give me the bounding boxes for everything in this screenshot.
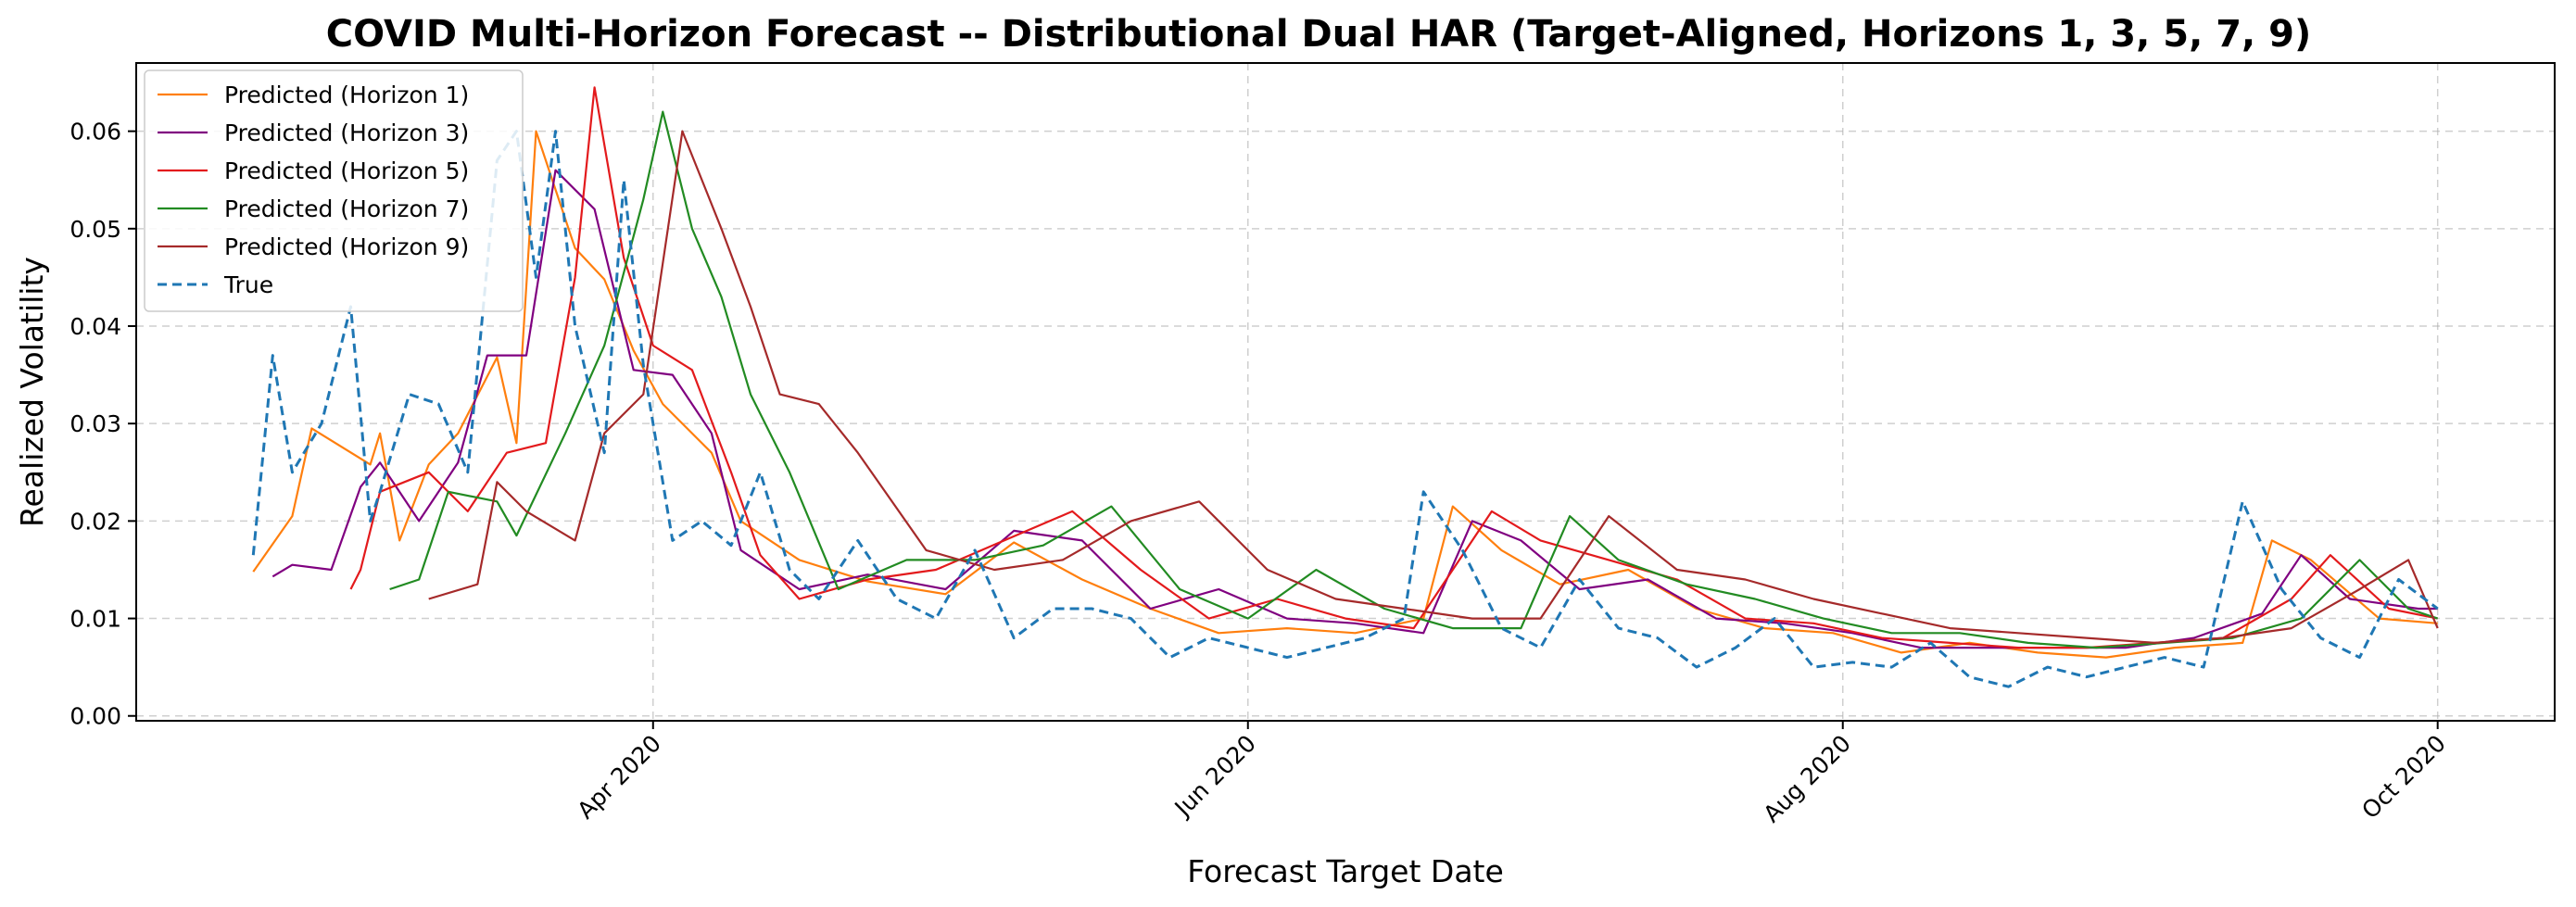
- y-tick-label: 0.05: [69, 216, 121, 243]
- legend-box: [144, 69, 524, 312]
- y-tick-label: 0.04: [69, 313, 121, 340]
- legend-label: Predicted (Horizon 3): [224, 120, 469, 146]
- plot-frame: [135, 62, 2556, 722]
- series-line-4: [389, 110, 2439, 649]
- legend-label: Predicted (Horizon 5): [224, 157, 469, 184]
- y-tick-label: 0.03: [69, 410, 121, 437]
- series-line-3: [349, 86, 2438, 649]
- y-tick-label: 0.00: [69, 703, 121, 730]
- series-line-5: [428, 130, 2439, 645]
- x-axis-label: Forecast Target Date: [1187, 853, 1504, 889]
- legend-label: Predicted (Horizon 7): [224, 195, 469, 222]
- y-axis-label: Realized Volatility: [14, 257, 50, 527]
- series-lines: [251, 86, 2439, 688]
- y-tick-label: 0.02: [69, 508, 121, 535]
- y-tick-label: 0.06: [69, 119, 121, 145]
- series-line-1: [252, 130, 2438, 659]
- legend: Predicted (Horizon 1) Predicted (Horizon …: [144, 69, 524, 312]
- legend-label: Predicted (Horizon 1): [224, 82, 469, 108]
- chart-title: COVID Multi-Horizon Forecast -- Distribu…: [326, 13, 2312, 56]
- y-tick-label: 0.01: [69, 606, 121, 633]
- legend-label: Predicted (Horizon 9): [224, 233, 469, 260]
- legend-label: True: [223, 271, 273, 298]
